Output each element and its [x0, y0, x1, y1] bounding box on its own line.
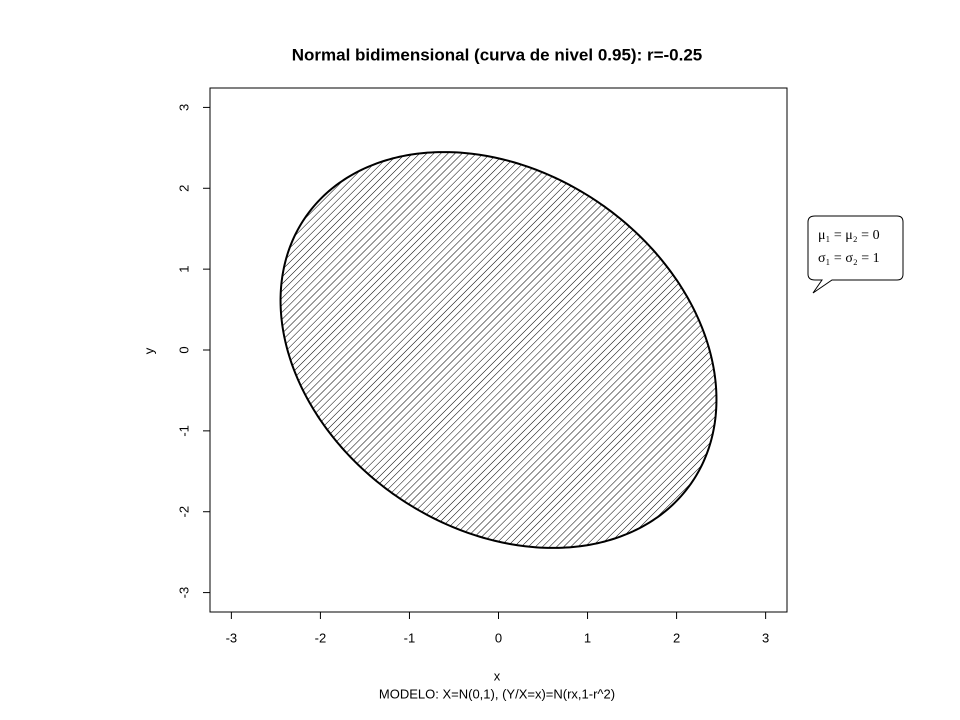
callout: μ₁ = μ₂ = 0 σ₁ = σ₂ = 1 [807, 215, 904, 294]
x-axis-title: x [494, 668, 501, 683]
annotation: μ₁ = μ₂ = 0 [818, 228, 880, 243]
y-axis-title: y [141, 347, 156, 354]
y-tick-label: 0 [176, 346, 191, 353]
x-tick-label: 3 [762, 630, 769, 645]
y-tick-label: -2 [176, 506, 191, 518]
x-tick-label: 1 [584, 630, 591, 645]
y-tick-label: 1 [176, 266, 191, 273]
callout-bubble [807, 215, 904, 294]
annotation: σ₁ = σ₂ = 1 [818, 251, 880, 266]
x-tick-label: -2 [315, 630, 327, 645]
y-tick-label: 3 [176, 104, 191, 111]
contour-ellipse [279, 151, 718, 549]
x-tick-label: 2 [673, 630, 680, 645]
y-tick-label: -1 [176, 425, 191, 437]
subtitle: MODELO: X=N(0,1), (Y/X=x)=N(rx,1-r^2) [379, 686, 615, 701]
x-tick-label: -3 [226, 630, 238, 645]
y-tick-label: -3 [176, 587, 191, 599]
x-tick-label: 0 [495, 630, 502, 645]
chart-title: Normal bidimensional (curva de nivel 0.9… [292, 45, 703, 64]
y-tick-label: 2 [176, 185, 191, 192]
x-tick-label: -1 [404, 630, 416, 645]
